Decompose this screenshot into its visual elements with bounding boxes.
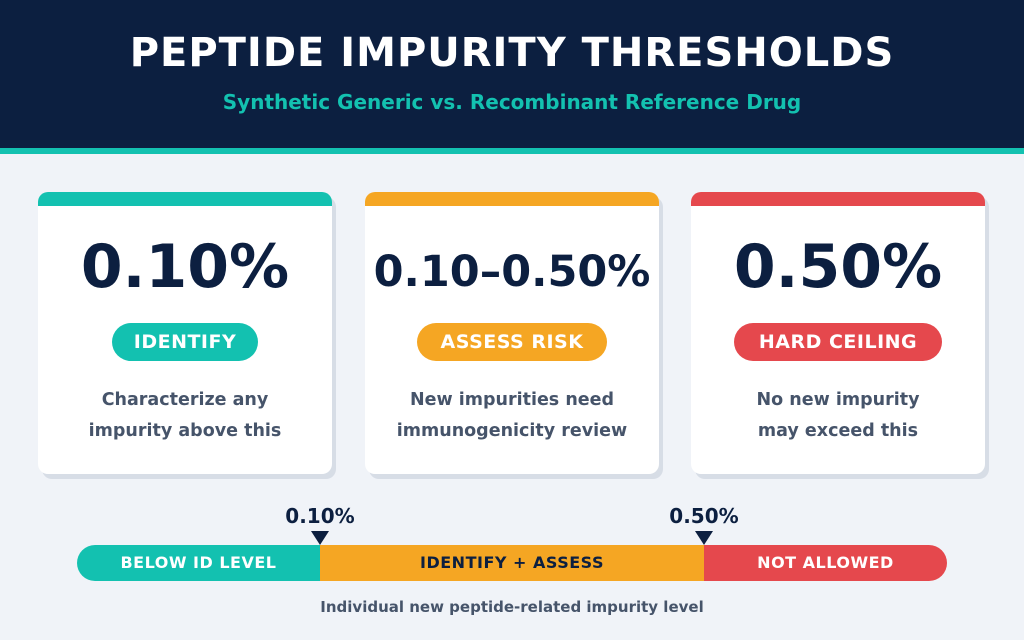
page-title: PEPTIDE IMPURITY THRESHOLDS (129, 30, 895, 76)
header-banner: PEPTIDE IMPURITY THRESHOLDS Synthetic Ge… (0, 0, 1024, 148)
triangle-down-icon (695, 531, 713, 545)
scale-marker-label: 0.50% (669, 504, 739, 528)
scale-segment-not-allowed: NOT ALLOWED (704, 545, 947, 581)
page-subtitle: Synthetic Generic vs. Recombinant Refere… (222, 90, 802, 114)
description-line: impurity above this (88, 421, 282, 441)
scale-marker-label: 0.10% (285, 504, 355, 528)
description-line: New impurities need (409, 390, 615, 410)
description-line: may exceed this (757, 421, 919, 441)
threshold-value: 0.10% (80, 232, 290, 302)
card-accent-bar (691, 192, 985, 206)
description-line: Characterize any (101, 390, 269, 410)
description-line: immunogenicity review (396, 421, 628, 441)
impurity-scale-bar: BELOW ID LEVEL IDENTIFY + ASSESS NOT ALL… (77, 545, 947, 581)
threshold-description: New impurities need immunogenicity revie… (365, 385, 659, 447)
scale-caption: Individual new peptide-related impurity … (320, 598, 704, 616)
triangle-down-icon (311, 531, 329, 545)
threshold-card-identify: 0.10% IDENTIFY Characterize any impurity… (38, 192, 332, 474)
scale-segment-below-id: BELOW ID LEVEL (77, 545, 320, 581)
threshold-card-assess: 0.10–0.50% ASSESS RISK New impurities ne… (365, 192, 659, 474)
scale-segment-identify-assess: IDENTIFY + ASSESS (320, 545, 704, 581)
description-line: No new impurity (756, 390, 920, 410)
threshold-card-ceiling: 0.50% HARD CEILING No new impurity may e… (691, 192, 985, 474)
card-accent-bar (38, 192, 332, 206)
threshold-badge: IDENTIFY (112, 323, 258, 361)
threshold-value: 0.50% (733, 232, 943, 302)
threshold-badge: HARD CEILING (734, 323, 942, 361)
threshold-badge: ASSESS RISK (417, 323, 607, 361)
header-stripe (0, 148, 1024, 154)
card-accent-bar (365, 192, 659, 206)
threshold-value: 0.10–0.50% (373, 247, 651, 297)
threshold-description: No new impurity may exceed this (691, 385, 985, 447)
threshold-description: Characterize any impurity above this (38, 385, 332, 447)
